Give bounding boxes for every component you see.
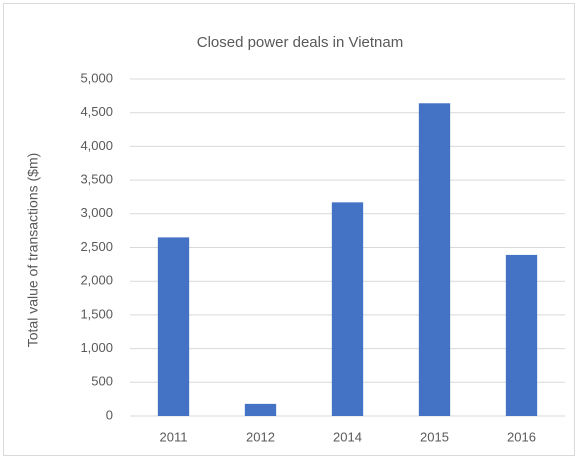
y-tick-label: 3,000: [80, 205, 113, 220]
bar: [157, 237, 190, 416]
bar: [418, 103, 451, 416]
x-tick-label: 2016: [507, 429, 536, 444]
bar: [244, 403, 277, 416]
x-tick-label: 2012: [246, 429, 275, 444]
y-tick-label: 4,500: [80, 104, 113, 119]
y-tick-label: 1,500: [80, 306, 113, 321]
y-tick-label: 2,000: [80, 273, 113, 288]
bar: [505, 254, 538, 416]
y-tick-label: 0: [106, 407, 113, 422]
y-tick-label: 5,000: [80, 70, 113, 85]
x-tick-label: 2011: [160, 429, 188, 444]
y-axis-label: Total value of transactions ($m): [25, 153, 41, 348]
y-tick-label: 500: [91, 374, 113, 389]
y-tick-label: 4,000: [80, 138, 113, 153]
y-tick-label: 2,500: [80, 239, 113, 254]
y-tick-label: 3,500: [80, 172, 113, 187]
bar: [331, 202, 364, 416]
x-tick-label: 2014: [333, 429, 362, 444]
y-tick-label: 1,000: [80, 340, 113, 355]
chart-title: Closed power deals in Vietnam: [197, 34, 404, 51]
x-tick-label: 2015: [420, 429, 449, 444]
